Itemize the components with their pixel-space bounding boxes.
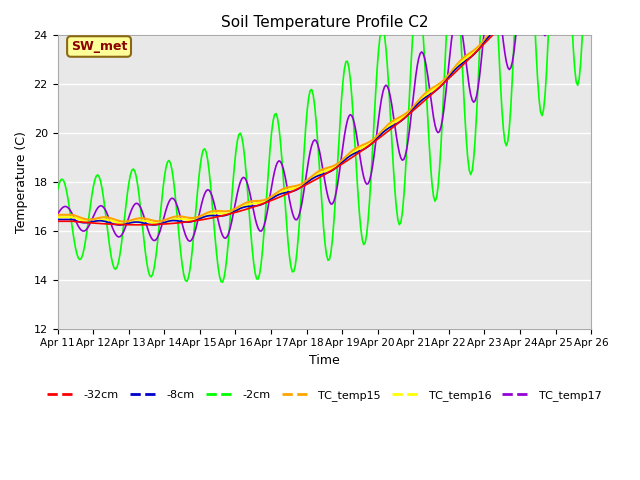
- Legend: -32cm, -8cm, -2cm, TC_temp15, TC_temp16, TC_temp17: -32cm, -8cm, -2cm, TC_temp15, TC_temp16,…: [42, 385, 606, 405]
- Y-axis label: Temperature (C): Temperature (C): [15, 131, 28, 233]
- Text: SW_met: SW_met: [71, 40, 127, 53]
- X-axis label: Time: Time: [309, 354, 340, 367]
- Title: Soil Temperature Profile C2: Soil Temperature Profile C2: [221, 15, 428, 30]
